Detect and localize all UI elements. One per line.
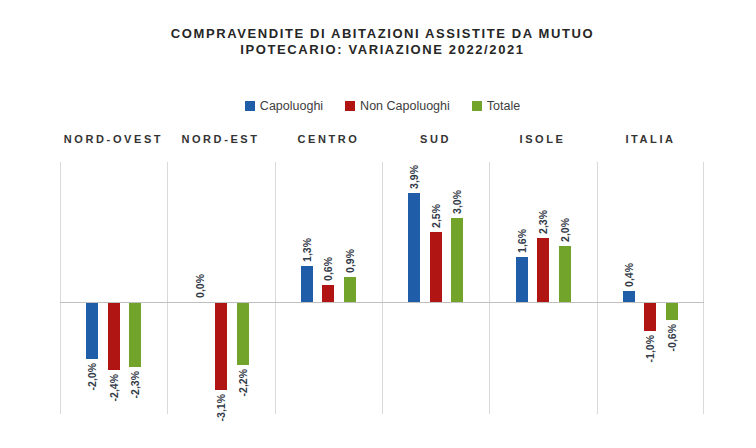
bar-value-label: -2,4% — [107, 374, 121, 401]
gridline — [489, 162, 490, 414]
legend-label-totale: Totale — [487, 99, 520, 113]
bar-capoluoghi — [86, 303, 98, 359]
bar-totale — [559, 246, 571, 302]
bar-value-label: -1,0% — [643, 335, 657, 362]
bar-value-label: 0,6% — [321, 257, 335, 281]
bar-value-label: 0,0% — [193, 274, 207, 298]
legend-swatch-non-capoluoghi-icon — [345, 101, 355, 111]
bar-value-label: 1,6% — [515, 229, 529, 253]
gridline — [597, 162, 598, 414]
bar-chart: COMPRAVENDITE DI ABITAZIONI ASSISTITE DA… — [0, 0, 756, 448]
category-label: SUD — [382, 133, 489, 149]
plot-area: -2,0%0,0%1,3%3,9%1,6%0,4%-2,4%-3,1%0,6%2… — [60, 162, 704, 414]
bar-value-label: 2,3% — [536, 210, 550, 234]
bar-non-capoluoghi — [322, 285, 334, 302]
bar-non-capoluoghi — [215, 303, 227, 390]
bar-non-capoluoghi — [537, 238, 549, 302]
chart-title: COMPRAVENDITE DI ABITAZIONI ASSISTITE DA… — [60, 26, 705, 58]
bar-capoluoghi — [623, 291, 635, 302]
legend-label-capoluoghi: Capoluoghi — [260, 99, 323, 113]
gridline — [703, 162, 704, 414]
category-label: CENTRO — [275, 133, 382, 149]
bar-value-label: 3,0% — [450, 190, 464, 214]
zero-axis-line — [60, 302, 704, 303]
category-label: NORD-OVEST — [60, 133, 167, 149]
bar-value-label: 2,5% — [429, 204, 443, 228]
gridline — [275, 162, 276, 414]
bar-value-label: 2,0% — [558, 218, 572, 242]
gridline — [60, 162, 61, 414]
bar-non-capoluoghi — [108, 303, 120, 370]
bar-value-label: -3,1% — [214, 394, 228, 421]
bar-totale — [237, 303, 249, 365]
bar-capoluoghi — [301, 266, 313, 302]
bar-capoluoghi — [516, 257, 528, 302]
legend-item-non-capoluoghi: Non Capoluoghi — [345, 99, 450, 113]
bar-value-label: 0,9% — [343, 249, 357, 273]
legend: Capoluoghi Non Capoluoghi Totale — [60, 99, 705, 113]
bar-value-label: -2,0% — [85, 363, 99, 390]
category-label: NORD-EST — [167, 133, 274, 149]
bar-totale — [451, 218, 463, 302]
bar-non-capoluoghi — [430, 232, 442, 302]
bar-value-label: 0,4% — [622, 263, 636, 287]
legend-swatch-capoluoghi-icon — [245, 101, 255, 111]
category-axis: NORD-OVESTNORD-ESTCENTROSUDISOLEITALIA — [60, 133, 704, 149]
bar-totale — [666, 303, 678, 320]
bar-value-label: 3,9% — [407, 165, 421, 189]
bar-capoluoghi — [408, 193, 420, 302]
bar-value-label: -2,3% — [128, 371, 142, 398]
bar-value-label: -0,6% — [665, 324, 679, 351]
bar-totale — [344, 277, 356, 302]
chart-title-line1: COMPRAVENDITE DI ABITAZIONI ASSISTITE DA… — [60, 26, 705, 42]
bar-totale — [129, 303, 141, 367]
category-label: ISOLE — [489, 133, 596, 149]
legend-item-capoluoghi: Capoluoghi — [245, 99, 323, 113]
category-label: ITALIA — [597, 133, 704, 149]
bar-non-capoluoghi — [644, 303, 656, 331]
chart-title-line2: IPOTECARIO: VARIAZIONE 2022/2021 — [60, 42, 705, 58]
legend-label-non-capoluoghi: Non Capoluoghi — [360, 99, 450, 113]
bar-value-label: -2,2% — [236, 369, 250, 396]
legend-swatch-totale-icon — [472, 101, 482, 111]
bar-value-label: 1,3% — [300, 238, 314, 262]
legend-item-totale: Totale — [472, 99, 520, 113]
gridline — [167, 162, 168, 414]
gridline — [382, 162, 383, 414]
